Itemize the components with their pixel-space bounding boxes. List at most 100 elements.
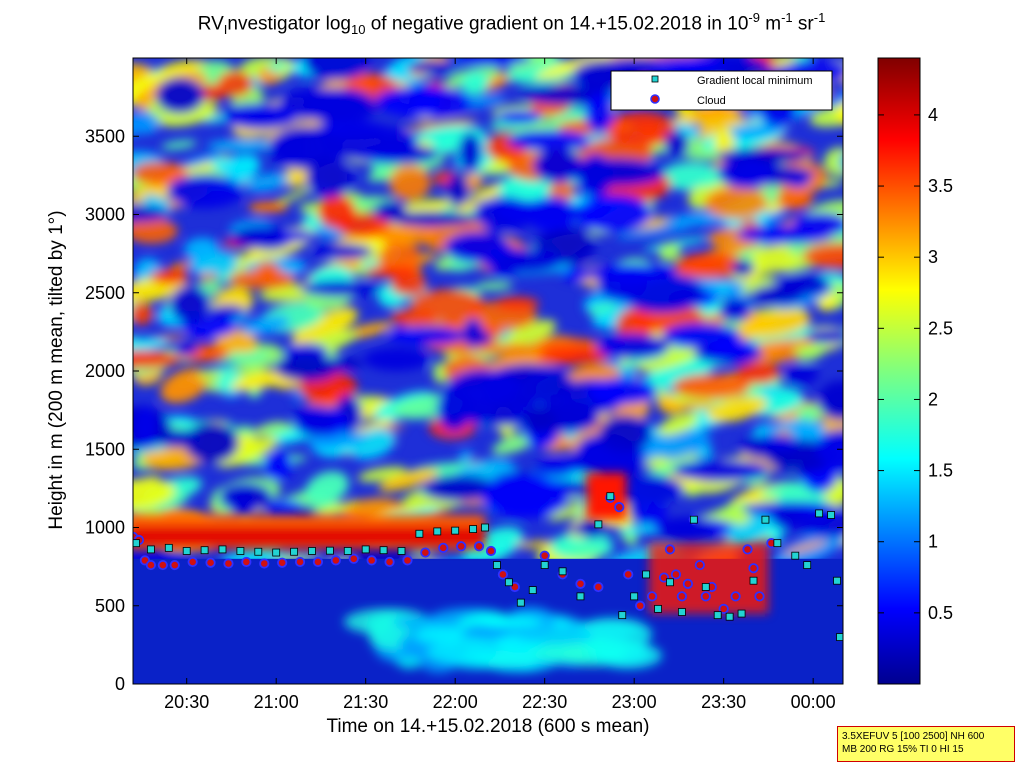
y-tick-label: 3000 — [85, 205, 125, 225]
cloud-marker — [312, 556, 324, 568]
gradient-minimum-marker — [182, 547, 191, 555]
heat-blob — [567, 547, 607, 557]
colorbar-axis: 0.5 1 1.5 2 2.5 3 3.5 4 — [878, 105, 953, 623]
heat-blob — [523, 407, 557, 434]
heat-blob — [658, 517, 713, 540]
heat-blob — [322, 124, 418, 162]
heat-blob — [386, 326, 467, 345]
gradient-minimum-marker — [493, 561, 501, 569]
legend: Gradient local minimum Cloud — [610, 70, 833, 111]
gradient-minimum-marker — [516, 598, 525, 607]
heat-blob — [133, 218, 178, 244]
colorbar-tick-label: 1 — [928, 532, 938, 552]
heat-blob — [574, 194, 653, 233]
x-axis: 20:30 21:00 21:30 22:00 22:30 23:00 23:30 00:00 — [164, 58, 836, 712]
cloud-marker — [614, 502, 625, 513]
heat-blob — [495, 109, 543, 124]
gradient-minimum-marker — [827, 511, 835, 519]
heat-blob — [133, 405, 158, 447]
cloud-marker — [676, 591, 688, 602]
heat-blob — [426, 642, 496, 665]
colorbar-tick-label: 0.5 — [928, 603, 953, 623]
heat-blob — [228, 270, 296, 290]
cloud-marker — [485, 545, 497, 557]
heat-blob — [761, 386, 779, 394]
heat-blob — [357, 466, 408, 482]
heatmap-low-texture — [344, 606, 663, 674]
heat-blob — [639, 346, 704, 372]
x-tick-label: 21:00 — [254, 692, 299, 712]
gradient-minimum-marker — [803, 561, 812, 569]
heat-blob — [476, 616, 541, 629]
heat-blob — [363, 347, 430, 371]
heat-blob — [782, 540, 827, 555]
gradient-minimum-marker — [504, 578, 513, 587]
heat-blob — [828, 85, 843, 108]
y-tick-label: 1000 — [85, 518, 125, 538]
y-tick-label: 500 — [95, 596, 125, 616]
cloud-marker — [748, 563, 759, 574]
heat-blob — [267, 62, 289, 73]
heat-blob — [731, 260, 755, 277]
heat-blob — [741, 276, 777, 295]
heat-blob — [467, 330, 492, 346]
heat-blob — [458, 450, 473, 462]
colorbar-tick-label: 3 — [928, 247, 938, 267]
heat-blob — [737, 310, 811, 339]
marker-layer — [133, 492, 843, 641]
heat-blob — [303, 88, 376, 125]
heat-blob — [206, 140, 279, 150]
gradient-minimum-marker — [576, 592, 585, 601]
cloud-marker — [456, 541, 467, 552]
heatmap-cloud-band — [133, 472, 769, 614]
heat-blob — [657, 413, 700, 436]
heat-blob — [133, 303, 154, 325]
heat-blob — [585, 263, 675, 283]
heatmap-field — [133, 58, 843, 684]
heat-blob — [141, 194, 162, 211]
heat-blob — [259, 423, 295, 435]
heat-blob — [155, 77, 205, 114]
heat-blob — [606, 111, 676, 147]
gradient-minimum-marker — [343, 547, 352, 555]
x-tick-label: 20:30 — [164, 692, 209, 712]
heat-blob — [816, 428, 843, 469]
cloud-marker — [241, 556, 252, 568]
gradient-minimum-marker — [836, 633, 843, 641]
heat-blob — [173, 342, 198, 356]
cloud-marker — [366, 555, 377, 566]
heat-blob — [651, 58, 726, 71]
heat-blob — [836, 101, 843, 125]
heat-blob — [672, 459, 770, 482]
heat-blob — [596, 333, 670, 360]
heat-blob — [536, 347, 611, 365]
gradient-minimum-marker — [272, 548, 281, 557]
heat-blob — [672, 373, 751, 399]
heat-blob — [219, 482, 273, 512]
legend-marker-cloud — [650, 94, 660, 104]
gradient-minimum-marker — [761, 515, 770, 524]
gradient-minimum-marker — [379, 546, 388, 555]
heat-blob — [312, 243, 374, 260]
heat-blob — [497, 173, 553, 205]
gradient-minimum-marker — [481, 523, 489, 532]
heat-blob — [133, 277, 187, 303]
settings-info-box: 3.5XEFUV 5 [100 2500] NH 600 MB 200 RG 1… — [837, 726, 1015, 762]
heat-blob — [161, 140, 197, 150]
heat-blob — [317, 194, 356, 229]
legend-marker-gradient — [651, 75, 659, 83]
gradient-minimum-marker — [164, 543, 173, 552]
heat-blob — [475, 281, 514, 291]
heat-blob — [713, 128, 735, 157]
cloud-marker — [623, 569, 634, 580]
gradient-minimum-marker — [325, 546, 334, 555]
colorbar-tick-label: 2.5 — [928, 318, 953, 338]
gradient-minimum-marker — [200, 546, 209, 555]
gradient-minimum-marker — [791, 551, 800, 560]
gradient-minimum-marker — [666, 578, 674, 587]
gradient-minimum-marker — [642, 570, 651, 579]
heat-blob — [278, 229, 315, 243]
heat-blob — [718, 297, 752, 323]
heat-blob — [133, 205, 170, 223]
legend-box — [610, 70, 833, 111]
